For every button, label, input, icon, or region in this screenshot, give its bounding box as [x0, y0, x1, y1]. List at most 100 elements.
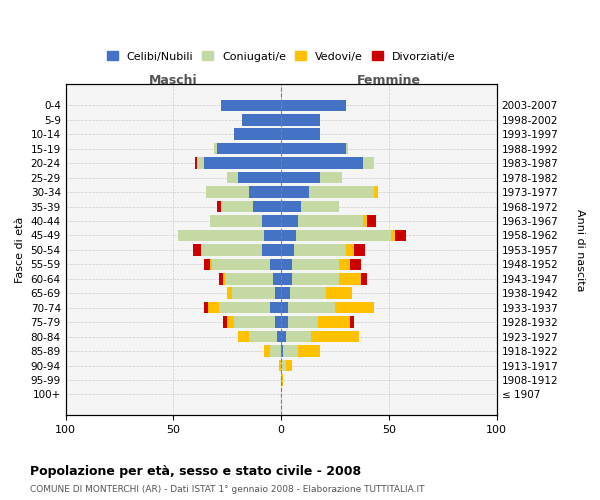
Bar: [203, 258, 210, 270]
Bar: [238, 331, 249, 342]
Bar: [395, 230, 406, 241]
Bar: [272, 273, 281, 284]
Bar: [178, 230, 264, 241]
Bar: [227, 172, 238, 184]
Bar: [281, 230, 296, 241]
Bar: [281, 288, 290, 299]
Bar: [279, 360, 281, 372]
Bar: [234, 316, 275, 328]
Bar: [298, 215, 363, 227]
Bar: [203, 302, 208, 314]
Bar: [262, 215, 281, 227]
Y-axis label: Anni di nascita: Anni di nascita: [575, 208, 585, 291]
Bar: [238, 172, 281, 184]
Bar: [350, 258, 361, 270]
Bar: [346, 244, 355, 256]
Bar: [281, 200, 301, 212]
Bar: [281, 215, 298, 227]
Bar: [253, 200, 281, 212]
Bar: [286, 331, 311, 342]
Bar: [281, 172, 320, 184]
Bar: [287, 302, 335, 314]
Bar: [227, 316, 234, 328]
Bar: [271, 346, 281, 357]
Legend: Celibi/Nubili, Coniugati/e, Vedovi/e, Divorziati/e: Celibi/Nubili, Coniugati/e, Vedovi/e, Di…: [103, 47, 460, 66]
Bar: [281, 128, 320, 140]
Bar: [221, 200, 253, 212]
Bar: [318, 316, 350, 328]
Text: Femmine: Femmine: [357, 74, 421, 86]
Bar: [346, 143, 348, 154]
Bar: [363, 215, 367, 227]
Bar: [203, 158, 281, 169]
Bar: [208, 302, 218, 314]
Text: Popolazione per età, sesso e stato civile - 2008: Popolazione per età, sesso e stato civil…: [30, 465, 361, 478]
Bar: [340, 258, 350, 270]
Bar: [281, 186, 309, 198]
Bar: [335, 302, 374, 314]
Bar: [210, 258, 212, 270]
Bar: [193, 244, 202, 256]
Bar: [275, 316, 281, 328]
Bar: [275, 288, 281, 299]
Bar: [202, 244, 262, 256]
Bar: [249, 186, 281, 198]
Bar: [225, 273, 272, 284]
Bar: [311, 331, 359, 342]
Bar: [212, 258, 271, 270]
Bar: [290, 288, 326, 299]
Bar: [232, 288, 275, 299]
Bar: [292, 258, 340, 270]
Bar: [281, 258, 292, 270]
Bar: [340, 273, 361, 284]
Bar: [242, 114, 281, 126]
Bar: [281, 143, 346, 154]
Bar: [281, 302, 287, 314]
Bar: [218, 273, 223, 284]
Bar: [206, 186, 249, 198]
Bar: [355, 244, 365, 256]
Bar: [363, 158, 374, 169]
Bar: [286, 360, 292, 372]
Bar: [281, 114, 320, 126]
Bar: [281, 360, 286, 372]
Bar: [217, 200, 221, 212]
Bar: [214, 143, 217, 154]
Bar: [320, 172, 341, 184]
Bar: [309, 186, 374, 198]
Bar: [264, 346, 271, 357]
Bar: [294, 244, 346, 256]
Bar: [281, 244, 294, 256]
Bar: [210, 215, 262, 227]
Bar: [227, 288, 232, 299]
Bar: [249, 331, 277, 342]
Bar: [326, 288, 352, 299]
Bar: [234, 128, 281, 140]
Bar: [301, 200, 340, 212]
Bar: [391, 230, 395, 241]
Bar: [287, 316, 318, 328]
Bar: [367, 215, 376, 227]
Bar: [281, 374, 283, 386]
Bar: [264, 230, 281, 241]
Bar: [262, 244, 281, 256]
Bar: [281, 331, 286, 342]
Y-axis label: Fasce di età: Fasce di età: [15, 216, 25, 283]
Bar: [197, 158, 203, 169]
Bar: [374, 186, 378, 198]
Bar: [195, 158, 197, 169]
Bar: [298, 346, 320, 357]
Bar: [217, 143, 281, 154]
Bar: [271, 302, 281, 314]
Bar: [296, 230, 391, 241]
Bar: [281, 100, 346, 111]
Bar: [281, 316, 287, 328]
Text: COMUNE DI MONTERCHI (AR) - Dati ISTAT 1° gennaio 2008 - Elaborazione TUTTITALIA.: COMUNE DI MONTERCHI (AR) - Dati ISTAT 1°…: [30, 485, 425, 494]
Text: Maschi: Maschi: [149, 74, 198, 86]
Bar: [292, 273, 340, 284]
Bar: [223, 273, 225, 284]
Bar: [283, 346, 298, 357]
Bar: [281, 346, 283, 357]
Bar: [218, 302, 271, 314]
Bar: [271, 258, 281, 270]
